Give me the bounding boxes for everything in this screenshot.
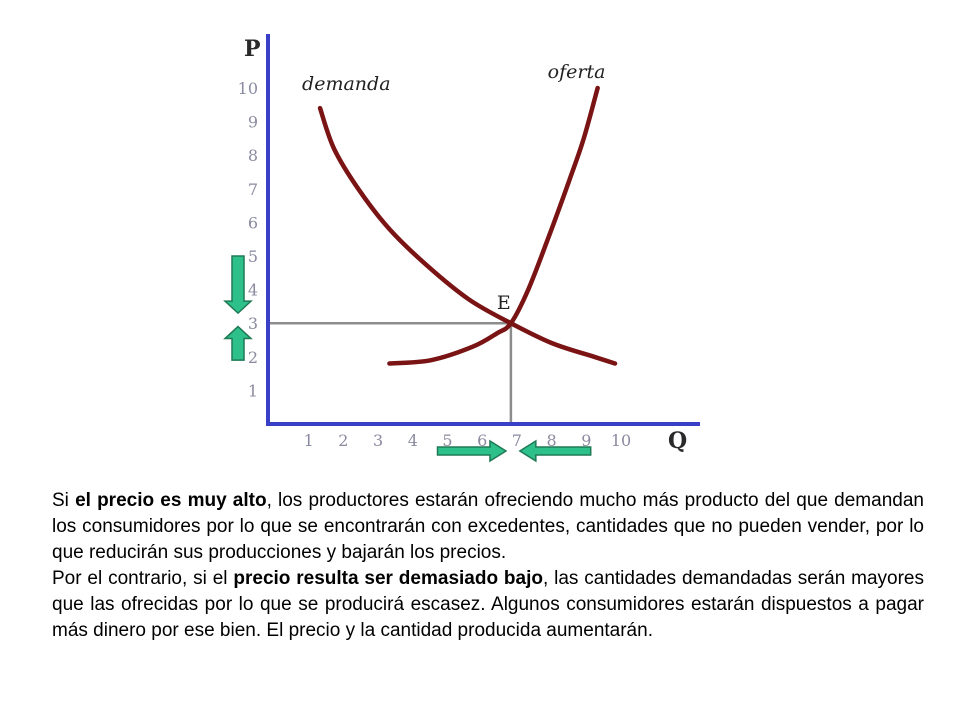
p2-bold: precio resulta ser demasiado bajo: [233, 568, 543, 589]
y-tick-label: 3: [248, 314, 258, 333]
x-tick-label: 8: [547, 431, 557, 450]
p2-part-c: , las cantidades demandadas serán mayore…: [52, 568, 924, 641]
paragraph-high-price: Si el precio es muy alto, los productore…: [52, 488, 924, 566]
quantity-right-arrow: [436, 439, 508, 463]
y-tick-label: 1: [248, 381, 258, 400]
y-tick-label: 2: [248, 348, 258, 367]
y-tick-label: 10: [238, 79, 258, 98]
y-axis-title: P: [244, 36, 261, 62]
y-tick-label: 5: [248, 247, 258, 266]
x-tick-label: 10: [611, 431, 631, 450]
price-up-arrow: [223, 325, 253, 361]
y-tick-label: 8: [248, 146, 258, 165]
oferta-label: oferta: [548, 61, 606, 83]
equilibrium-label: E: [497, 292, 511, 314]
y-tick-label: 6: [248, 213, 258, 232]
oferta-curve: [387, 85, 600, 366]
x-tick-label: 5: [442, 431, 452, 450]
y-tick-label: 7: [248, 180, 258, 199]
p1-bold: el precio es muy alto: [75, 490, 267, 511]
x-tick-label: 7: [512, 431, 522, 450]
tick-labels: 1 2 3 4 5 6 7 8 9 10 1 2 3 4 5 6 7 8 9 10: [238, 79, 632, 450]
explanation-text: Si el precio es muy alto, los productore…: [52, 488, 924, 644]
curves: [317, 85, 618, 366]
x-tick-label: 2: [338, 431, 348, 450]
paragraph-low-price: Por el contrario, si el precio resulta s…: [52, 566, 924, 644]
x-tick-label: 6: [477, 431, 487, 450]
x-tick-label: 1: [304, 431, 314, 450]
x-tick-label: 3: [373, 431, 383, 450]
p1-part-c: , los productores estarán ofreciendo muc…: [52, 490, 924, 563]
x-tick-label: 4: [408, 431, 418, 450]
x-tick-label: 9: [581, 431, 591, 450]
y-tick-label: 4: [248, 281, 258, 300]
demanda-curve: [317, 105, 618, 366]
axes: [266, 34, 700, 426]
p2-part-a: Por el contrario, si el: [52, 568, 234, 589]
x-axis-title: Q: [668, 428, 687, 454]
quantity-left-arrow: [518, 439, 592, 463]
price-down-arrow: [223, 255, 253, 315]
adjustment-arrows: [223, 255, 592, 463]
demanda-label: demanda: [302, 73, 390, 95]
equilibrium-guides: [268, 321, 513, 424]
p1-part-a: Si: [52, 490, 76, 511]
y-tick-label: 9: [248, 113, 258, 132]
